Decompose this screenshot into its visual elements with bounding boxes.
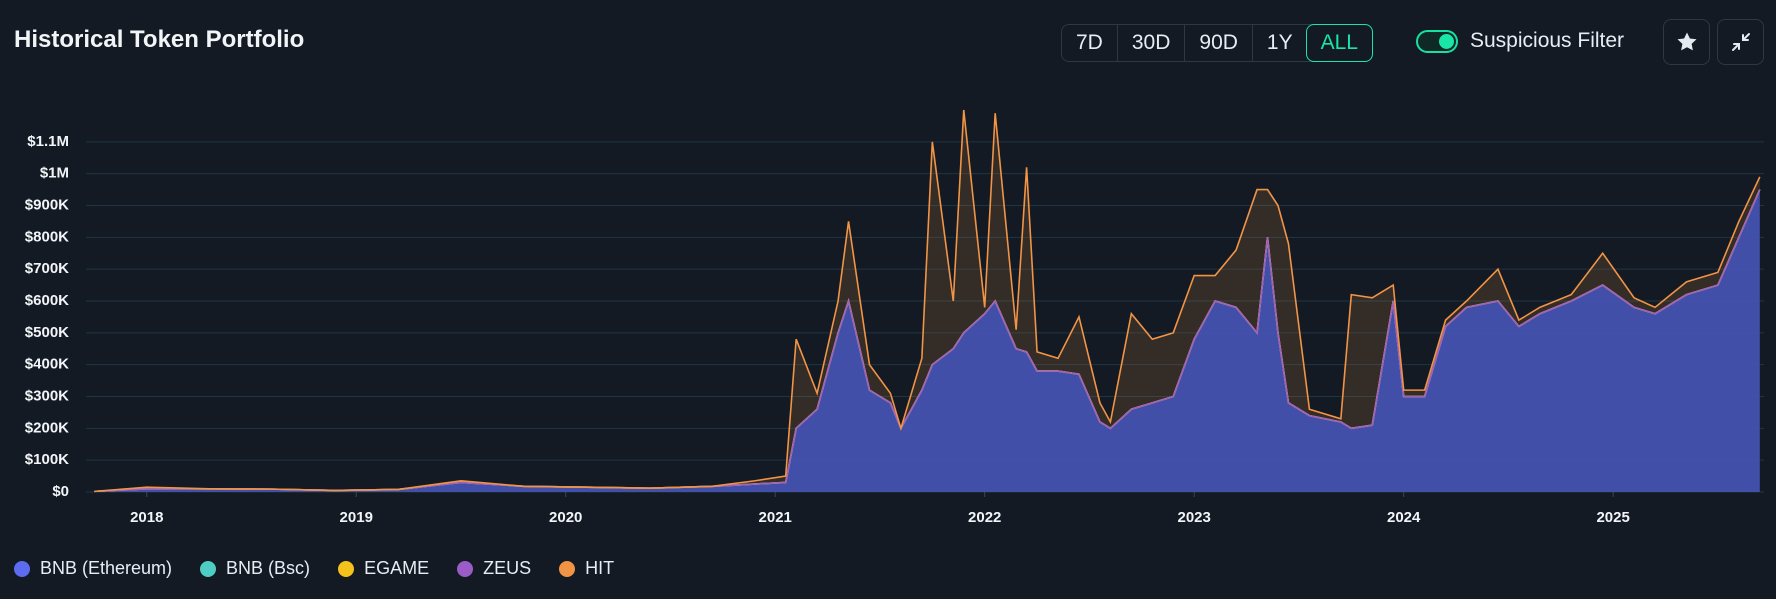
y-tick-label: $100K (25, 451, 69, 468)
x-tick-label: 2021 (759, 509, 792, 526)
filter-toggle[interactable] (1416, 30, 1458, 53)
series-line (94, 109, 1761, 493)
y-tick-label: $200K (25, 419, 69, 436)
y-tick-label: $1M (40, 165, 69, 182)
range-button[interactable]: 90D (1184, 25, 1252, 61)
legend-swatch (14, 560, 30, 577)
legend-swatch (559, 560, 576, 577)
y-tick-label: $600K (25, 292, 69, 309)
x-tick-label: 2025 (1596, 509, 1629, 526)
star-icon (1677, 32, 1696, 51)
x-tick-label: 2024 (1387, 509, 1421, 526)
y-tick-label: $400K (25, 356, 69, 373)
series-area (94, 189, 1760, 493)
y-tick-label: $800K (25, 228, 69, 245)
legend-label: HIT (585, 558, 615, 578)
x-tick-label: 2023 (1178, 509, 1211, 526)
series-line (94, 189, 1761, 493)
legend-label: BNB (Ethereum) (40, 558, 173, 578)
y-tick-label: $0 (52, 483, 69, 500)
y-tick-label: $500K (25, 324, 69, 341)
x-tick-label: 2019 (340, 509, 373, 526)
legend-swatch (457, 560, 474, 577)
legend-label: BNB (Bsc) (226, 558, 311, 578)
legend-swatch (338, 560, 355, 577)
legend-item[interactable]: EGAME (338, 558, 429, 579)
range-button[interactable]: 7D (1076, 31, 1103, 54)
legend-item[interactable]: BNB (Bsc) (200, 558, 310, 579)
legend-label: ZEUS (483, 558, 532, 578)
legend-label: EGAME (364, 558, 430, 578)
legend-item[interactable]: ZEUS (457, 558, 531, 579)
title: Historical Token Portfolio (14, 26, 305, 53)
favorite-button[interactable] (1663, 19, 1710, 65)
legend: BNB (Ethereum) BNB (Bsc) EGAME ZEUS HIT (14, 558, 614, 579)
x-tick-label: 2018 (130, 509, 163, 526)
y-tick-label: $1.1M (27, 133, 69, 150)
y-tick-label: $900K (25, 196, 69, 213)
collapse-icon (1731, 33, 1750, 51)
y-tick-label: $300K (25, 387, 69, 404)
range-button[interactable]: ALL (1305, 24, 1373, 62)
filter-label: Suspicious Filter (1470, 29, 1625, 52)
legend-item[interactable]: HIT (559, 558, 614, 579)
x-tick-label: 2022 (968, 509, 1001, 526)
x-tick-label: 2020 (549, 509, 582, 526)
range-button[interactable]: 1Y (1251, 25, 1307, 61)
chart: $0 $100K $200K $300K $400K $500K $600K $700K $80… (25, 109, 1764, 526)
y-tick-label: $700K (25, 260, 69, 277)
collapse-button[interactable] (1717, 19, 1764, 65)
range-group: 7D 30D 90D 1Y ALL (1061, 24, 1373, 62)
legend-swatch (200, 560, 217, 577)
range-button[interactable]: 30D (1116, 25, 1185, 61)
toggle-knob (1439, 34, 1454, 49)
legend-item[interactable]: BNB (Ethereum) (14, 558, 172, 579)
